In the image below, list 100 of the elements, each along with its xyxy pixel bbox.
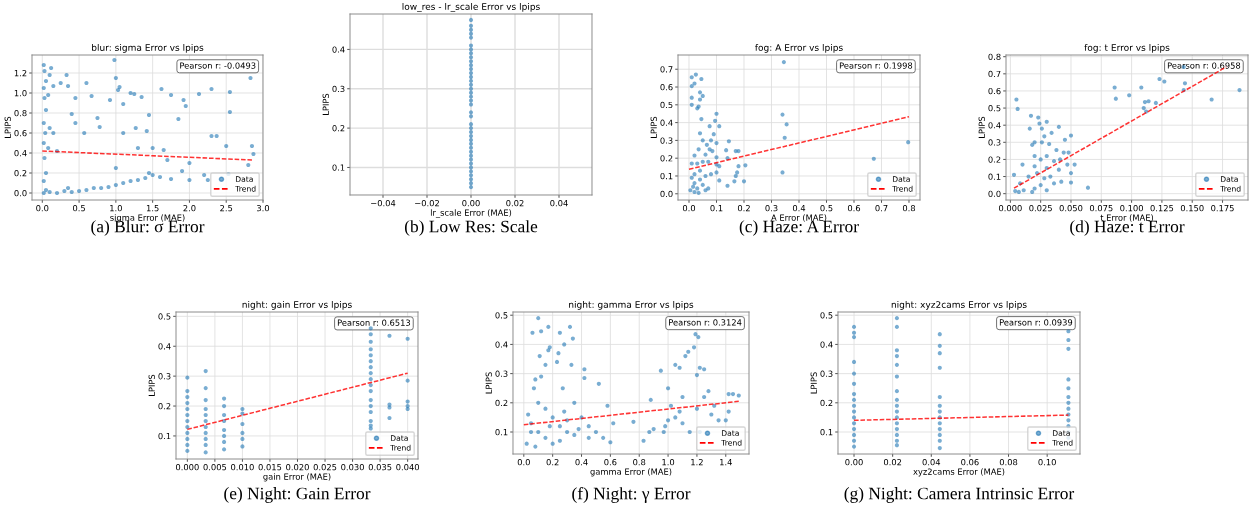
y-tick-label: 0.7 <box>660 66 673 73</box>
x-tick-label: 0.125 <box>1150 205 1174 212</box>
x-tick-label: 0.08 <box>999 459 1018 466</box>
text: (b) Low Res: Scale <box>404 220 538 236</box>
x-tick-label: 0.030 <box>341 464 364 471</box>
x-tick-label: 2.5 <box>220 205 233 212</box>
x-tick-label: 0.005 <box>203 464 227 471</box>
x-tick-label: 0.00 <box>462 200 480 207</box>
y-tick-label: 0.1 <box>820 428 833 436</box>
y-axis-title: LPIPS <box>810 372 817 394</box>
x-tick-label: 0.7 <box>875 205 888 212</box>
y-tick-label: 0.4 <box>988 122 1001 129</box>
text: (f) Night: γ Error <box>572 487 691 503</box>
y-tick-label: 0.5 <box>495 312 508 319</box>
y-axis-title: LPIPS <box>485 372 492 394</box>
x-tick-label: 0.6 <box>847 205 861 212</box>
annotation: Pearson r: -0.0493 <box>180 62 256 69</box>
y-axis-title: LPIPS <box>148 374 155 396</box>
annotation: Pearson r: 0.3124 <box>669 319 742 326</box>
x-tick-label: 0.175 <box>1211 205 1234 212</box>
y-tick-label: 0.3 <box>495 370 508 377</box>
x-tick-label: 0.035 <box>368 464 392 471</box>
annotation: Pearson r: 0.0939 <box>999 319 1073 326</box>
y-tick-label: 0.4 <box>158 343 171 350</box>
annotation: Pearson r: 0.6958 <box>1167 62 1241 69</box>
x-tick-label: 0.000 <box>175 464 199 471</box>
y-tick-label: 0.1 <box>660 172 673 180</box>
y-tick-label: 0.7 <box>988 70 1001 78</box>
y-tick-label: 0.4 <box>820 341 833 348</box>
y-tick-label: 0.0 <box>14 189 27 197</box>
annotation: Pearson r: 0.6513 <box>337 319 411 326</box>
y-axis-title: LPIPS <box>322 93 329 115</box>
y-tick-label: 0.1 <box>495 428 508 436</box>
chart-title: fog: t Error vs lpips <box>1084 43 1170 53</box>
y-tick-label: 0.6 <box>660 84 673 91</box>
y-axis-title: LPIPS <box>650 116 657 138</box>
x-tick-label: 0.6 <box>604 459 617 466</box>
y-tick-label: 0.5 <box>660 101 673 109</box>
x-tick-label: 1.0 <box>110 205 122 212</box>
y-tick-label: 0.2 <box>332 125 345 132</box>
y-tick-label: 0.0 <box>660 190 673 198</box>
y-tick-label: 0.1 <box>332 164 345 171</box>
y-tick-label: 0.5 <box>988 105 1001 112</box>
chart-title: low_res - lr_scale Error vs lpips <box>402 2 540 12</box>
x-tick-label: 0.00 <box>845 459 863 466</box>
y-tick-label: 0.2 <box>820 399 833 407</box>
chart-title: fog: A Error vs lpips <box>755 43 843 53</box>
x-tick-label: 2.0 <box>183 205 196 212</box>
x-axis-title: A Error (MAE) <box>771 214 827 222</box>
x-tick-label: 0.150 <box>1180 205 1204 212</box>
y-tick-label: 0.3 <box>660 137 673 144</box>
x-tick-label: 0.100 <box>1120 205 1143 212</box>
x-tick-label: 0.0 <box>36 205 49 212</box>
y-tick-label: 0.3 <box>988 139 1001 146</box>
x-axis-title: gamma Error (MAE) <box>590 468 672 477</box>
y-tick-label: 0.2 <box>660 155 673 162</box>
x-tick-label: 0.8 <box>902 205 916 212</box>
chart-title: night: gamma Error vs lpips <box>569 300 694 310</box>
y-tick-label: 0.2 <box>988 156 1001 163</box>
y-tick-label: 0.2 <box>158 403 171 410</box>
x-tick-label: 0.3 <box>765 205 778 212</box>
x-tick-label: 0.5 <box>73 205 85 212</box>
x-tick-label: 0.020 <box>286 464 309 471</box>
chart-title: night: xyz2cams Error vs lpips <box>891 300 1027 310</box>
y-tick-label: 0.1 <box>988 173 1001 180</box>
x-tick-label: 0.04 <box>922 459 941 466</box>
x-tick-label: 0.010 <box>231 464 254 471</box>
x-tick-label: 0.0 <box>517 459 530 466</box>
y-tick-label: 0.8 <box>14 109 27 117</box>
x-axis-title: gain Error (MAE) <box>263 473 331 482</box>
x-tick-label: 0.06 <box>961 459 979 466</box>
annotation: Pearson r: 0.1998 <box>839 62 913 69</box>
x-tick-label: 0.2 <box>737 205 750 212</box>
x-tick-label: 3.0 <box>257 205 270 212</box>
x-tick-label: 0.02 <box>506 200 524 207</box>
x-tick-label: 0.02 <box>883 459 902 466</box>
x-tick-label: 0.050 <box>1059 205 1083 212</box>
y-tick-label: 0.4 <box>495 341 508 348</box>
y-tick-label: 1.2 <box>14 69 27 77</box>
y-axis-title: LPIPS <box>978 116 985 138</box>
x-tick-label: 0.025 <box>313 464 337 471</box>
y-tick-label: 0.6 <box>988 87 1001 95</box>
y-tick-label: 0.5 <box>820 312 833 319</box>
x-tick-label: 0.000 <box>998 205 1022 212</box>
text: (d) Haze: t Error <box>1070 220 1185 236</box>
y-tick-label: 0.0 <box>988 190 1001 197</box>
y-tick-label: 0.6 <box>14 129 27 137</box>
x-tick-label: 0.8 <box>633 459 646 466</box>
x-tick-label: 0.4 <box>575 459 588 466</box>
y-tick-label: 0.2 <box>14 169 27 177</box>
y-tick-label: 0.3 <box>158 373 171 380</box>
y-tick-label: 0.4 <box>14 149 27 157</box>
x-tick-label: 0.0 <box>682 205 696 212</box>
y-tick-label: 0.4 <box>332 46 345 53</box>
y-tick-label: 0.4 <box>660 119 673 126</box>
x-tick-label: 0.015 <box>258 464 282 471</box>
y-tick-label: 0.1 <box>158 432 171 440</box>
x-tick-label: −0.02 <box>415 200 439 207</box>
y-tick-label: 0.2 <box>495 399 508 407</box>
x-tick-label: 0.10 <box>1038 459 1056 466</box>
